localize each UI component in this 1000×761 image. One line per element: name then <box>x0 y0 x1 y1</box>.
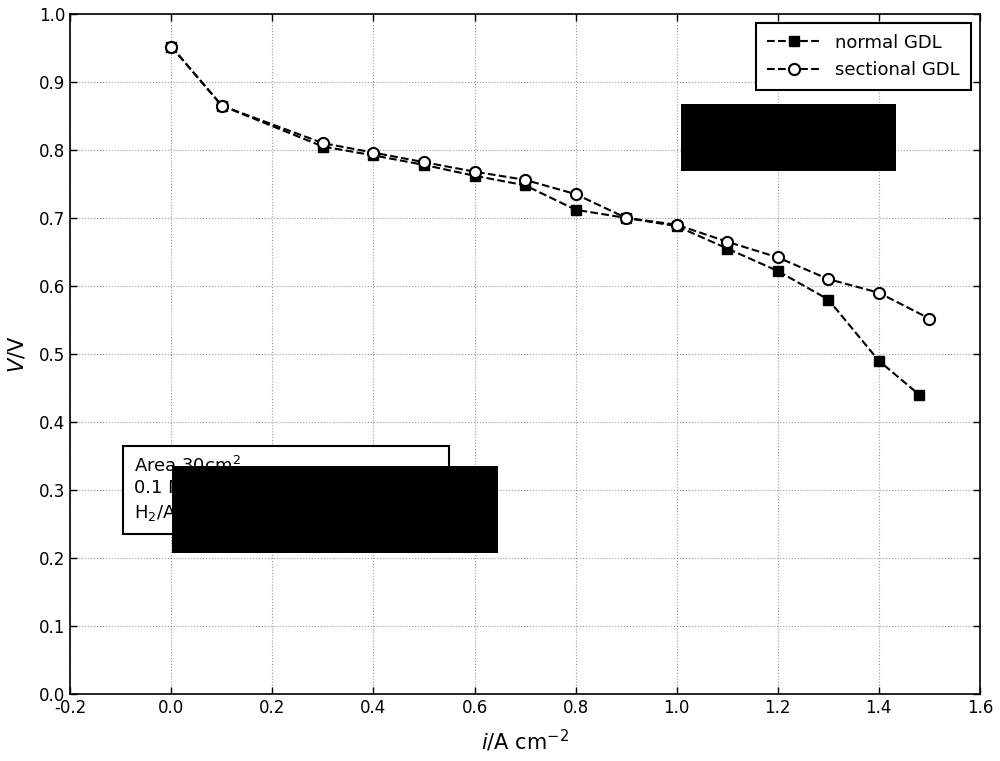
normal GDL <box>317 142 329 151</box>
normal GDL <box>519 180 531 189</box>
normal GDL <box>772 266 784 275</box>
sectional GDL <box>469 167 481 177</box>
sectional GDL <box>772 253 784 262</box>
Line: normal GDL: normal GDL <box>166 42 924 400</box>
normal GDL <box>165 42 177 51</box>
sectional GDL <box>519 175 531 184</box>
normal GDL <box>367 151 379 160</box>
sectional GDL <box>721 237 733 247</box>
Line: sectional GDL: sectional GDL <box>166 41 935 324</box>
sectional GDL <box>873 288 885 298</box>
sectional GDL <box>671 220 683 229</box>
sectional GDL <box>418 158 430 167</box>
Text: Area 30cm$^2$
0.1 MPa
H$_2$/Air stoich 1.5/2.5 @ 1.5A cm$^{-2}$: Area 30cm$^2$ 0.1 MPa H$_2$/Air stoich 1… <box>134 456 438 523</box>
normal GDL <box>873 356 885 365</box>
sectional GDL <box>367 148 379 158</box>
sectional GDL <box>216 101 228 110</box>
normal GDL <box>620 213 632 222</box>
normal GDL <box>418 161 430 170</box>
normal GDL <box>469 171 481 180</box>
sectional GDL <box>620 213 632 222</box>
normal GDL <box>721 244 733 253</box>
sectional GDL <box>570 189 582 199</box>
normal GDL <box>216 101 228 110</box>
normal GDL <box>913 390 925 400</box>
sectional GDL <box>822 275 834 284</box>
normal GDL <box>570 205 582 215</box>
sectional GDL <box>317 139 329 148</box>
sectional GDL <box>923 314 935 323</box>
Y-axis label: $V$/V: $V$/V <box>7 335 28 373</box>
sectional GDL <box>165 42 177 51</box>
Legend: normal GDL, sectional GDL: normal GDL, sectional GDL <box>756 23 971 90</box>
normal GDL <box>671 221 683 231</box>
normal GDL <box>822 295 834 304</box>
X-axis label: $i$/A cm$^{-2}$: $i$/A cm$^{-2}$ <box>481 728 569 754</box>
